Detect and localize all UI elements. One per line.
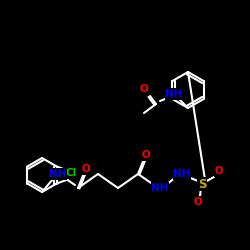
Text: O: O [142,150,150,160]
Text: O: O [82,164,90,174]
Text: NH: NH [173,169,191,179]
Text: O: O [214,166,224,176]
Text: NH: NH [151,183,169,193]
Text: NH: NH [165,89,183,99]
Text: NH: NH [49,169,67,179]
Text: O: O [140,84,148,94]
Text: O: O [194,197,202,207]
Text: S: S [198,178,206,190]
Text: Cl: Cl [65,168,76,178]
